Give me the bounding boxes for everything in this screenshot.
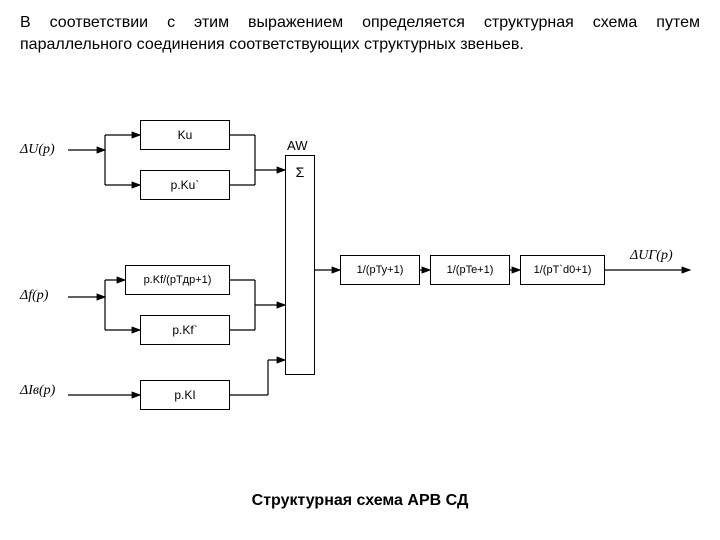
figure-caption: Структурная схема АРВ СД bbox=[0, 492, 720, 510]
diagram-wires bbox=[20, 100, 700, 480]
header-paragraph: В соответствии с этим выражением определ… bbox=[20, 12, 700, 55]
block-diagram: ΔU(p) Δf(p) ΔIв(p) ΔUГ(p) Ku p.Ku` p.Kf/… bbox=[20, 100, 700, 480]
